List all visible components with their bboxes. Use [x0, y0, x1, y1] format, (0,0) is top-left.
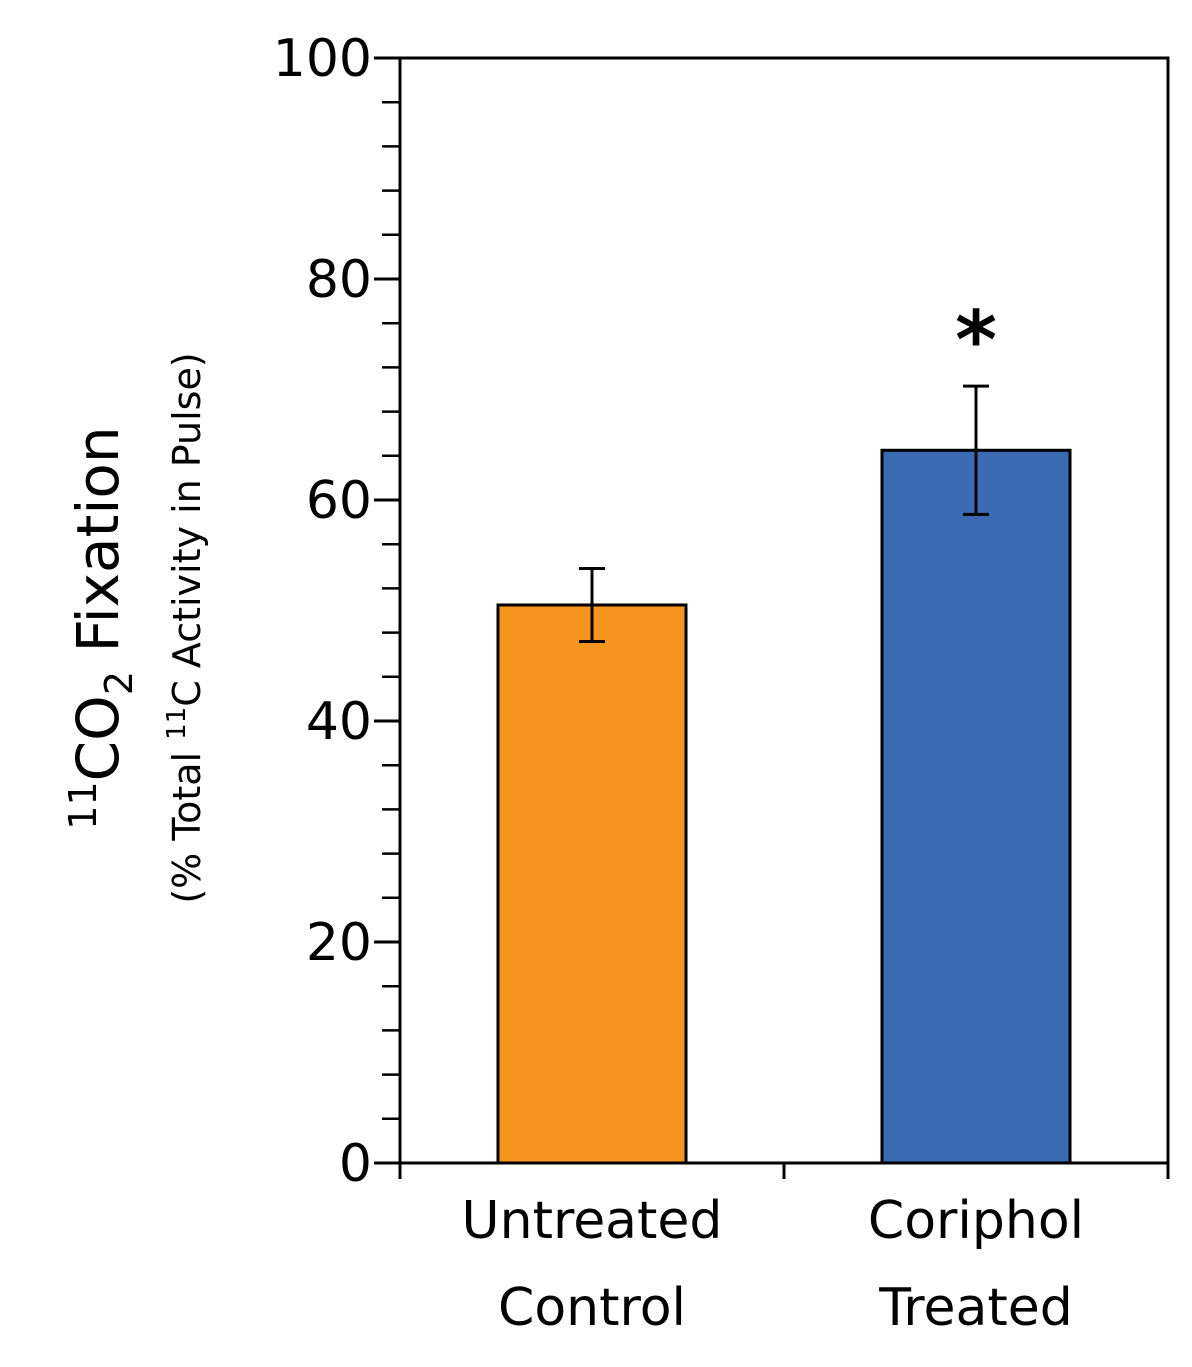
x-category-label-line2: Control	[498, 1278, 686, 1338]
y-axis-title-rest: Fixation	[64, 426, 132, 671]
bar-1	[496, 603, 688, 1165]
bar-2	[880, 448, 1072, 1165]
y-axis-subtitle-rest: C Activity in Pulse)	[165, 352, 209, 706]
x-category-label-line2: Treated	[878, 1278, 1073, 1338]
plot-area: 0 20 40 60 80 100 Untreated Control * Coriphol Tre…	[273, 29, 1170, 1338]
y-axis-title: 11CO2 Fixation	[61, 426, 141, 829]
y-axis-title-superscript: 11	[61, 781, 105, 829]
x-category-label-line1: Coriphol	[868, 1191, 1084, 1251]
x-category-label-line1: Untreated	[462, 1191, 723, 1251]
y-tick-label: 80	[306, 250, 372, 310]
y-tick-label: 0	[339, 1134, 372, 1194]
y-tick-label: 100	[273, 29, 372, 89]
significance-marker: *	[955, 294, 997, 387]
y-tick-label: 20	[306, 913, 372, 973]
y-axis-subtitle-pre: (% Total	[165, 740, 209, 904]
y-tick-label: 40	[306, 692, 372, 752]
y-axis-subtitle-superscript: 11	[162, 707, 192, 740]
y-axis-title-main: CO	[64, 695, 132, 781]
y-axis-title-subscript: 2	[97, 671, 141, 695]
y-axis-label: 11CO2 Fixation (% Total 11C Activity in …	[61, 352, 209, 903]
y-axis-subtitle: (% Total 11C Activity in Pulse)	[162, 352, 209, 903]
y-tick-label: 60	[306, 471, 372, 531]
